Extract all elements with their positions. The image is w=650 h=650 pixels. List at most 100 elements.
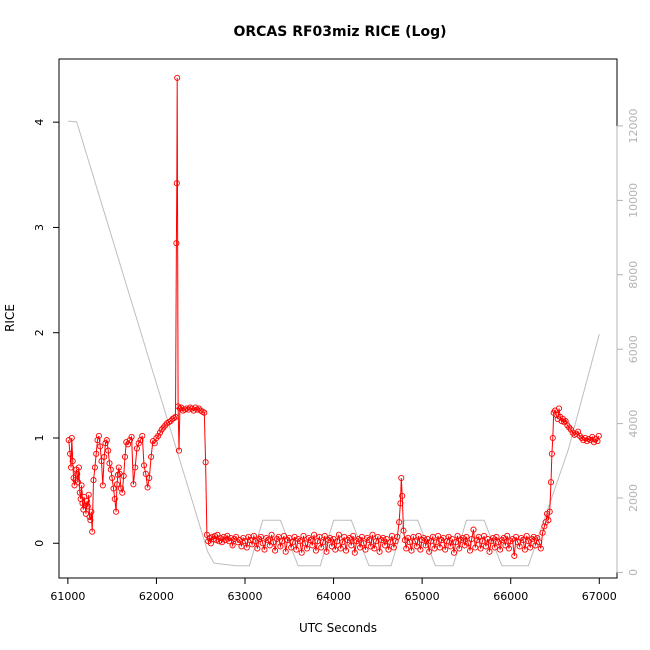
- rice-point: [171, 414, 178, 422]
- rice-point: [146, 474, 153, 482]
- rice-point: [300, 532, 307, 539]
- rice-point: [233, 533, 240, 540]
- x-axis: 61000 62000 63000 64000 65000 66000 67000: [50, 577, 617, 603]
- rice-point: [90, 477, 97, 484]
- rice-point: [293, 546, 300, 553]
- rice-point: [555, 405, 563, 412]
- rice-point: [381, 542, 388, 549]
- altitude-layer: [67, 120, 600, 567]
- rice-point: [420, 534, 427, 542]
- rice-point: [328, 543, 335, 550]
- x-tick-label: 61000: [50, 590, 85, 603]
- rice-point: [67, 464, 75, 471]
- rice-point: [466, 547, 474, 554]
- rice-point: [261, 546, 268, 553]
- rice-point: [130, 481, 137, 488]
- rice-point: [491, 544, 498, 551]
- rice-point: [259, 540, 266, 547]
- rice-point: [470, 526, 477, 533]
- rice-point: [530, 533, 537, 540]
- rice-point: [298, 549, 305, 556]
- rice-point: [342, 547, 350, 554]
- rice-point: [119, 489, 126, 496]
- rice-point: [97, 443, 104, 450]
- rice-point: [539, 529, 546, 536]
- right-y-tick-label: 10000: [627, 183, 640, 218]
- y-axis: 0 1 2 3 4: [33, 119, 60, 547]
- rice-point: [482, 543, 489, 550]
- rice-line-layer: [68, 77, 600, 556]
- right-y-tick-label: 8000: [627, 261, 640, 289]
- rice-point: [433, 539, 440, 546]
- rice-point: [103, 437, 110, 444]
- rice-point: [174, 74, 181, 81]
- rice-point: [133, 445, 140, 452]
- rice-point: [504, 532, 511, 539]
- rice-point: [502, 542, 509, 549]
- rice-point: [282, 548, 289, 555]
- rice-point: [74, 470, 81, 477]
- rice-point: [139, 432, 146, 439]
- rice-point: [417, 546, 424, 553]
- rice-point: [277, 543, 284, 550]
- rice-point: [190, 407, 197, 414]
- rice-point: [351, 549, 358, 556]
- rice-point: [75, 464, 82, 471]
- rice-point: [151, 440, 158, 447]
- rice-point: [465, 540, 472, 547]
- rice-point: [101, 453, 108, 460]
- rice-point: [371, 545, 378, 552]
- rice-point: [403, 545, 410, 552]
- rice-point: [452, 539, 459, 546]
- rice-point: [582, 434, 589, 442]
- rice-point: [202, 459, 209, 466]
- rice-point: [132, 464, 139, 471]
- rice-point: [486, 548, 493, 555]
- rice-point: [144, 484, 151, 491]
- rice-point: [505, 545, 512, 552]
- rice-point: [268, 531, 275, 538]
- rice-point: [88, 508, 95, 515]
- rice-point: [357, 544, 364, 551]
- rice-point: [288, 544, 295, 551]
- rice-point: [148, 453, 155, 460]
- right-y-tick-label: 2000: [627, 484, 640, 512]
- rice-point: [456, 545, 463, 552]
- y-tick-label: 4: [33, 119, 46, 126]
- rice-point: [113, 481, 121, 488]
- rice-point: [264, 537, 272, 544]
- rice-point: [385, 546, 392, 553]
- rice-point: [547, 479, 555, 486]
- rice-point: [376, 548, 383, 555]
- rice-point: [78, 482, 85, 489]
- rice-point: [399, 492, 406, 499]
- rice-point: [98, 458, 105, 465]
- rice-point: [175, 447, 183, 454]
- rice-point: [436, 544, 443, 551]
- rice-point: [89, 528, 96, 535]
- rice-point: [442, 546, 449, 553]
- rice-point: [280, 532, 288, 539]
- rice-point: [545, 517, 552, 524]
- rice-point: [400, 527, 407, 534]
- rice-point: [397, 500, 404, 507]
- rice-point: [527, 544, 534, 551]
- rice-point: [521, 546, 528, 553]
- rice-point: [226, 538, 233, 545]
- rice-point: [94, 437, 101, 444]
- rice-point: [595, 432, 602, 439]
- rice-point: [85, 491, 92, 498]
- rice-point: [435, 532, 442, 539]
- rice-point: [68, 434, 75, 442]
- rice-point: [173, 180, 180, 187]
- rice-point: [523, 532, 530, 539]
- rice-point: [350, 532, 357, 539]
- rice-point: [548, 450, 555, 457]
- rice-point: [303, 545, 311, 552]
- rice-point: [107, 466, 114, 473]
- rice-point: [121, 453, 129, 460]
- rice-point: [319, 539, 326, 546]
- y-tick-label: 2: [33, 329, 46, 336]
- right-y-tick-label: 6000: [627, 335, 640, 363]
